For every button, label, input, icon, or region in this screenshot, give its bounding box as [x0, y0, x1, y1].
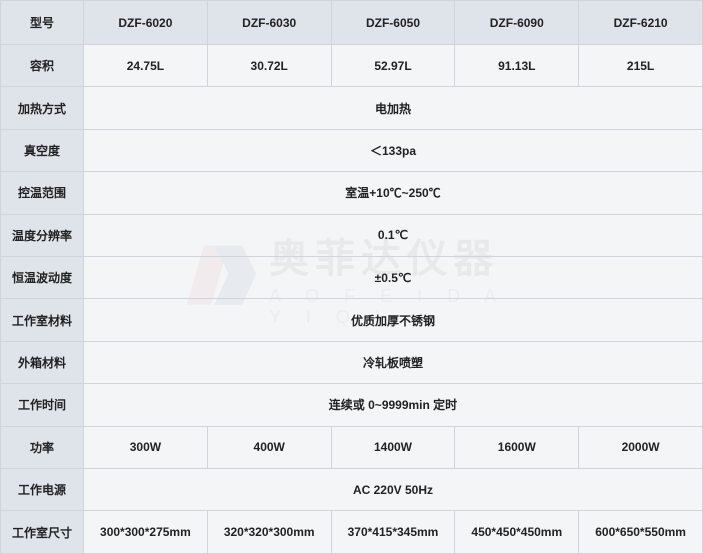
table-row: 温度分辨率0.1℃: [1, 214, 703, 256]
row-value: 30.72L: [207, 45, 331, 87]
row-value-span: ±0.5℃: [84, 257, 703, 299]
table-row: 功率300W400W1400W1600W2000W: [1, 426, 703, 468]
row-value: 370*415*345mm: [331, 511, 455, 554]
row-value: 52.97L: [331, 45, 455, 87]
row-value-span: 连续或 0~9999min 定时: [84, 384, 703, 426]
row-value: 300*300*275mm: [84, 511, 208, 554]
row-value: 320*320*300mm: [207, 511, 331, 554]
row-label: 工作电源: [1, 469, 84, 511]
table-header-row: 型号 DZF-6020 DZF-6030 DZF-6050 DZF-6090 D…: [1, 1, 703, 45]
row-value-span: 优质加厚不锈钢: [84, 299, 703, 341]
table-row: 加热方式电加热: [1, 87, 703, 129]
model-header: DZF-6020: [84, 1, 208, 45]
model-header: DZF-6210: [579, 1, 703, 45]
table-row: 工作室尺寸300*300*275mm320*320*300mm370*415*3…: [1, 511, 703, 554]
model-header: DZF-6030: [207, 1, 331, 45]
row-value: 450*450*450mm: [455, 511, 579, 554]
row-value: 1400W: [331, 426, 455, 468]
row-label: 外箱材料: [1, 341, 84, 383]
row-value-span: 室温+10℃~250℃: [84, 172, 703, 214]
row-label: 工作室材料: [1, 299, 84, 341]
table-row: 工作室材料优质加厚不锈钢: [1, 299, 703, 341]
table-row: 容积24.75L30.72L52.97L91.13L215L: [1, 45, 703, 87]
row-value: 400W: [207, 426, 331, 468]
row-label: 工作时间: [1, 384, 84, 426]
table-row: 工作时间连续或 0~9999min 定时: [1, 384, 703, 426]
row-label: 温度分辨率: [1, 214, 84, 256]
row-label: 加热方式: [1, 87, 84, 129]
row-label: 控温范围: [1, 172, 84, 214]
table-row: 外箱材料冷轧板喷塑: [1, 341, 703, 383]
row-value: 91.13L: [455, 45, 579, 87]
row-label: 工作室尺寸: [1, 511, 84, 554]
row-value-span: 电加热: [84, 87, 703, 129]
header-label: 型号: [1, 1, 84, 45]
row-label: 恒温波动度: [1, 257, 84, 299]
row-value-span: 0.1℃: [84, 214, 703, 256]
model-header: DZF-6050: [331, 1, 455, 45]
table-row: 恒温波动度±0.5℃: [1, 257, 703, 299]
row-label: 功率: [1, 426, 84, 468]
model-header: DZF-6090: [455, 1, 579, 45]
row-value-span: ＜133pa: [84, 129, 703, 171]
spec-table: 型号 DZF-6020 DZF-6030 DZF-6050 DZF-6090 D…: [0, 0, 703, 554]
row-label: 真空度: [1, 129, 84, 171]
table-row: 工作电源AC 220V 50Hz: [1, 469, 703, 511]
row-value-span: AC 220V 50Hz: [84, 469, 703, 511]
row-value: 2000W: [579, 426, 703, 468]
row-value: 215L: [579, 45, 703, 87]
row-value: 300W: [84, 426, 208, 468]
row-value: 24.75L: [84, 45, 208, 87]
row-value-span: 冷轧板喷塑: [84, 341, 703, 383]
row-value: 1600W: [455, 426, 579, 468]
row-value: 600*650*550mm: [579, 511, 703, 554]
table-row: 控温范围室温+10℃~250℃: [1, 172, 703, 214]
row-label: 容积: [1, 45, 84, 87]
table-row: 真空度＜133pa: [1, 129, 703, 171]
